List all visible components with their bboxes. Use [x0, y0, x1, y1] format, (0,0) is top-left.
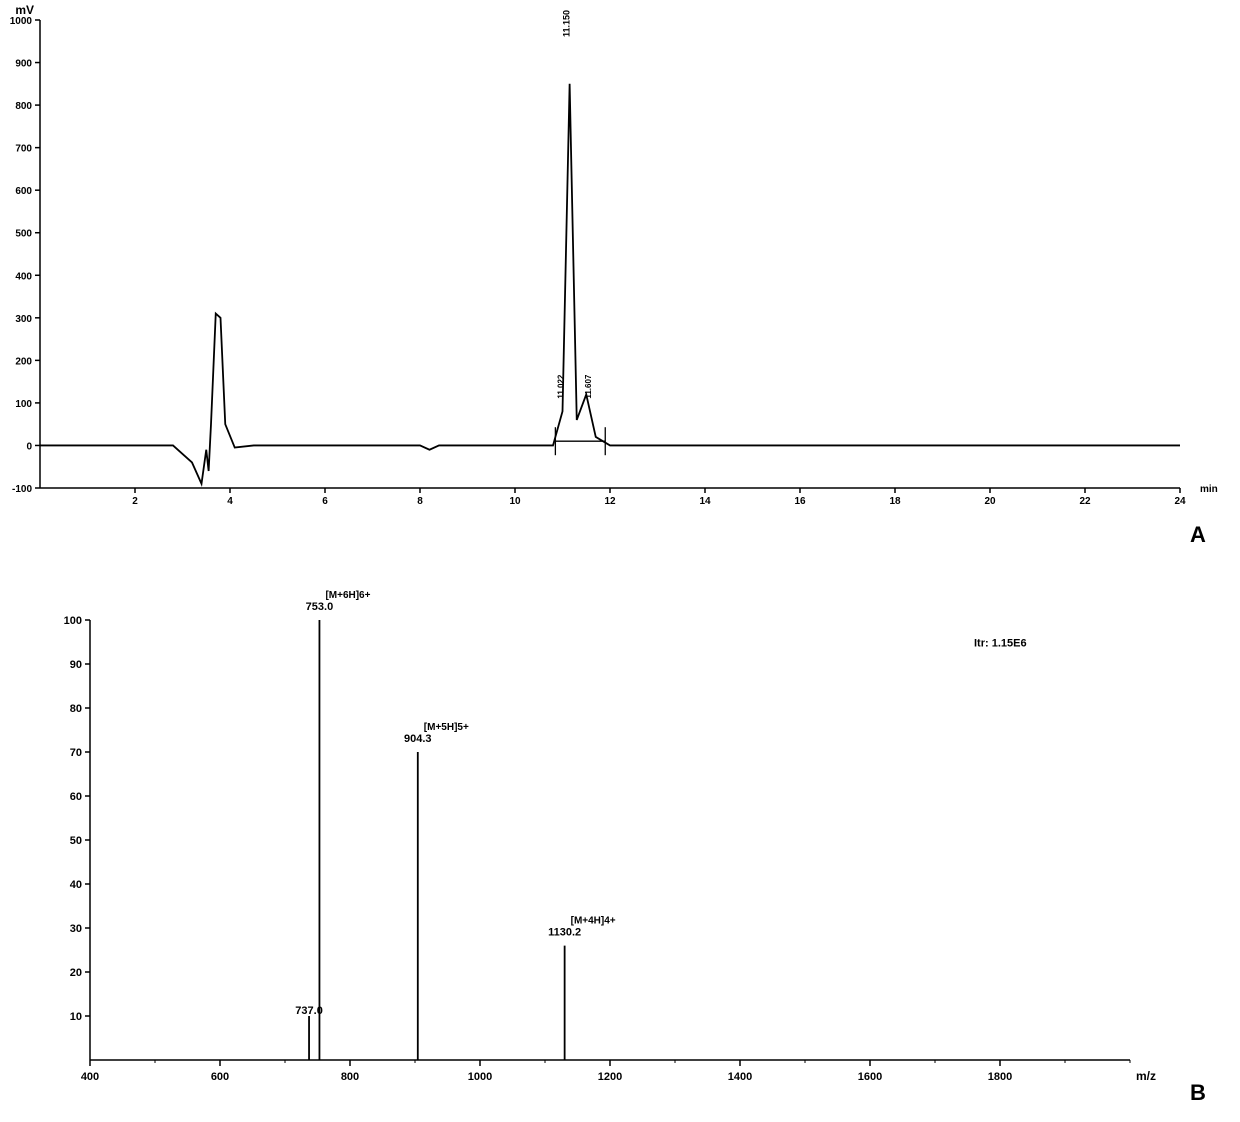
y-tick-label: 20	[70, 967, 82, 979]
mz-annotation: [M+6H]6+	[325, 590, 370, 601]
panel-b-label: B	[1190, 1080, 1206, 1106]
mz-value-label: 1130.2	[548, 927, 581, 939]
y-tick-label: 50	[70, 835, 82, 847]
x-tick-label: 400	[81, 1071, 99, 1083]
x-tick-label: 800	[341, 1071, 359, 1083]
figure-canvas: -10001002003004005006007008009001000mV24…	[0, 0, 1240, 1122]
y-tick-label: 40	[70, 879, 82, 891]
y-tick-label: 80	[70, 703, 82, 715]
mz-annotation: [M+4H]4+	[571, 916, 616, 927]
x-tick-label: 600	[211, 1071, 229, 1083]
x-axis-label: m/z	[1136, 1069, 1156, 1083]
x-tick-label: 1400	[728, 1071, 752, 1083]
y-tick-label: 70	[70, 747, 82, 759]
y-tick-label: 90	[70, 659, 82, 671]
y-tick-label: 30	[70, 923, 82, 935]
y-tick-label: 60	[70, 791, 82, 803]
mz-value-label: 904.3	[404, 733, 432, 745]
mz-annotation: [M+5H]5+	[424, 722, 469, 733]
y-tick-label: 100	[64, 615, 82, 627]
mz-value-label: 753.0	[306, 601, 334, 613]
x-tick-label: 1200	[598, 1071, 622, 1083]
x-tick-label: 1600	[858, 1071, 882, 1083]
x-tick-label: 1000	[468, 1071, 492, 1083]
panel-b-mass-spectrum: 10 20 30 40 50 60 70 80 90 100 400 600 800 1000 1200 14…	[0, 0, 1240, 1122]
corner-label: Itr: 1.15E6	[974, 637, 1027, 649]
y-tick-label: 10	[70, 1011, 82, 1023]
x-tick-label: 1800	[988, 1071, 1012, 1083]
